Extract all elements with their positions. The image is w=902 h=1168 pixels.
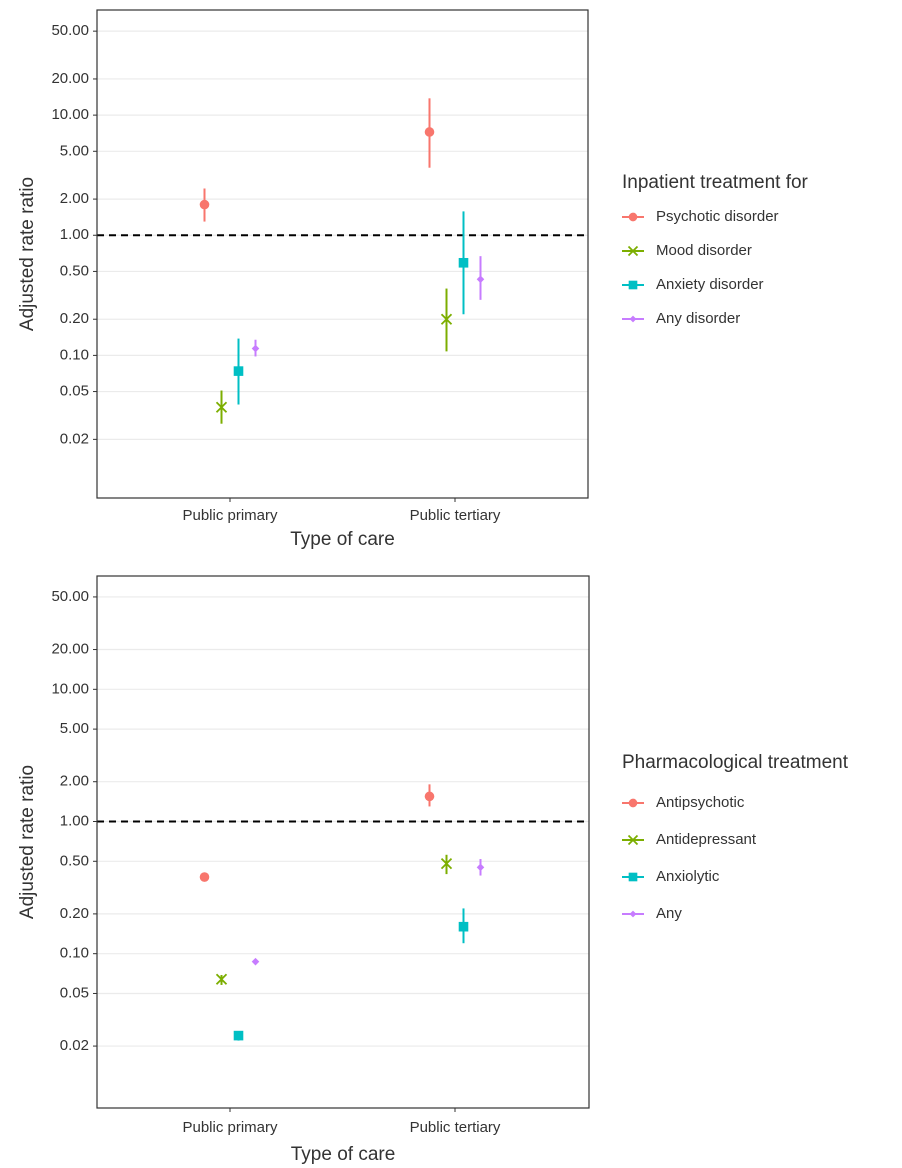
y-tick-label: 2.00 <box>60 773 89 790</box>
point <box>440 857 453 870</box>
x-tick-label: Public primary <box>182 507 278 524</box>
y-tick-label: 0.05 <box>60 984 89 1001</box>
chart-panel: 0.02 0.05 0.10 0.20 0.50 1.00 2.00 5.00 10.00 20.… <box>17 575 849 1165</box>
y-tick-label: 2.00 <box>60 190 89 207</box>
legend-key <box>628 872 638 882</box>
plot-border <box>96 9 589 499</box>
y-tick-label: 0.02 <box>60 1037 89 1054</box>
y-axis-title: Adjusted rate ratio <box>17 177 38 331</box>
point <box>199 199 210 210</box>
y-tick-label: 0.50 <box>60 262 89 279</box>
point <box>251 957 260 966</box>
legend-key <box>629 910 637 918</box>
y-tick-label: 0.10 <box>60 346 89 363</box>
point <box>233 366 244 376</box>
x-tick-label: Public tertiary <box>410 1119 501 1136</box>
y-tick-label: 1.00 <box>60 226 89 243</box>
legend-title: Pharmacological treatment <box>622 752 849 773</box>
point <box>233 1030 244 1041</box>
x-axis-title: Type of care <box>291 1144 396 1165</box>
x-tick-label: Public primary <box>182 1119 278 1136</box>
point <box>215 973 228 985</box>
point <box>458 257 469 268</box>
y-tick-label: 50.00 <box>51 22 89 39</box>
y-tick-label: 0.10 <box>60 945 89 962</box>
point <box>424 791 435 802</box>
legend-key <box>627 245 639 257</box>
legend-title: Inpatient treatment for <box>622 172 809 193</box>
x-axis-title: Type of care <box>290 529 395 550</box>
legend-label: Psychotic disorder <box>656 208 779 225</box>
y-tick-label: 0.20 <box>60 905 89 922</box>
point <box>215 401 228 413</box>
x-tick-label: Public tertiary <box>410 507 501 524</box>
y-axis-title: Adjusted rate ratio <box>17 765 38 919</box>
point <box>458 921 469 932</box>
point <box>251 344 260 353</box>
y-tick-label: 5.00 <box>60 142 89 159</box>
y-tick-label: 0.02 <box>60 430 89 447</box>
legend-label: Antipsychotic <box>656 794 745 811</box>
y-tick-label: 20.00 <box>51 70 89 87</box>
point <box>440 313 453 325</box>
y-tick-label: 50.00 <box>51 588 89 605</box>
legend-key <box>629 315 637 323</box>
y-tick-label: 10.00 <box>51 106 89 123</box>
plot-background <box>97 576 589 1108</box>
legend-key <box>628 798 638 808</box>
legend-label: Antidepressant <box>656 831 757 848</box>
point <box>424 127 435 137</box>
chart-panel: 0.02 0.05 0.10 0.20 0.50 1.00 2.00 5.00 10.00 20.… <box>17 9 809 550</box>
y-tick-label: 0.05 <box>60 383 89 400</box>
legend-label: Any disorder <box>656 310 740 327</box>
plot-border <box>96 575 590 1109</box>
legend-label: Anxiety disorder <box>656 276 764 293</box>
y-tick-label: 1.00 <box>60 812 89 829</box>
legend-key <box>627 834 639 846</box>
point <box>199 872 210 882</box>
legend-label: Mood disorder <box>656 242 752 259</box>
y-tick-label: 0.50 <box>60 852 89 869</box>
legend-key <box>628 280 638 290</box>
y-tick-label: 20.00 <box>51 641 89 658</box>
plot-background <box>97 10 588 498</box>
y-tick-label: 5.00 <box>60 720 89 737</box>
y-tick-label: 0.20 <box>60 310 89 327</box>
point <box>476 863 485 872</box>
y-tick-label: 10.00 <box>51 680 89 697</box>
legend-label: Any <box>656 905 682 922</box>
legend-key <box>628 212 638 222</box>
point <box>476 275 485 284</box>
legend-label: Anxiolytic <box>656 868 720 885</box>
